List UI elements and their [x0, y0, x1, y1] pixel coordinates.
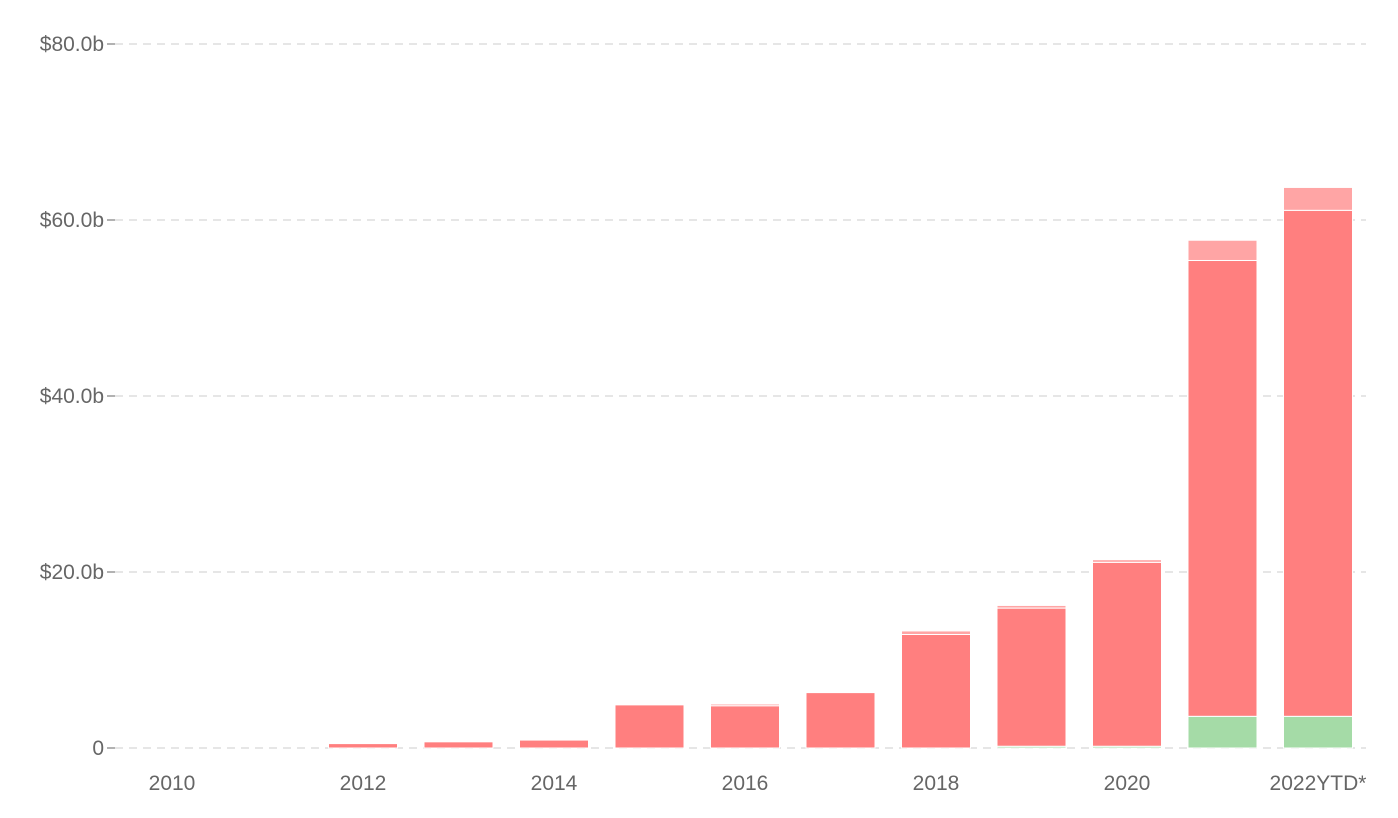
bars: [328, 186, 1353, 749]
x-tick-label: 2014: [531, 772, 578, 795]
x-axis-ticks: 2010 2012 2014 2016 2018 2020 2022YTD*: [149, 772, 1367, 795]
bar-segment-2: [710, 703, 780, 707]
x-tick-label: 2012: [340, 772, 387, 795]
bar-segment-1: [901, 633, 971, 749]
y-tick-label: $20.0b: [40, 561, 104, 584]
bar-segment-1: [614, 704, 685, 749]
bar-segment-1: [328, 743, 398, 749]
bar-segment-2: [805, 691, 876, 694]
bar-segment-1: [519, 739, 589, 749]
bar-segment-2: [1092, 559, 1162, 563]
bar-segment-2: [996, 604, 1067, 609]
bar-segment-2: [1187, 239, 1258, 261]
bar-segment-1: [710, 705, 780, 749]
gridlines: [115, 43, 1366, 749]
y-tick-label: $60.0b: [40, 209, 104, 232]
x-tick-label: 2022YTD*: [1270, 772, 1367, 795]
bar-segment-1: [805, 692, 876, 749]
bar-segment-2: [1283, 186, 1353, 211]
x-tick-label: 2018: [913, 772, 960, 795]
y-tick-label: 0: [92, 737, 104, 760]
bar-segment-1: [1187, 259, 1258, 717]
x-tick-label: 2016: [722, 772, 769, 795]
y-axis-ticks: 0 $20.0b $40.0b $60.0b $80.0b: [40, 33, 115, 760]
bar-segment-0: [1187, 715, 1258, 749]
bar-segment-1: [1092, 561, 1162, 747]
bar-segment-1: [423, 741, 494, 749]
bar-segment-1: [1283, 209, 1353, 717]
bar-segment-1: [996, 607, 1067, 747]
bar-segment-0: [1283, 715, 1353, 749]
x-tick-label: 2010: [149, 772, 196, 795]
y-tick-label: $40.0b: [40, 385, 104, 408]
x-tick-label: 2020: [1104, 772, 1151, 795]
y-tick-label: $80.0b: [40, 33, 104, 56]
bar-segment-2: [901, 630, 971, 635]
